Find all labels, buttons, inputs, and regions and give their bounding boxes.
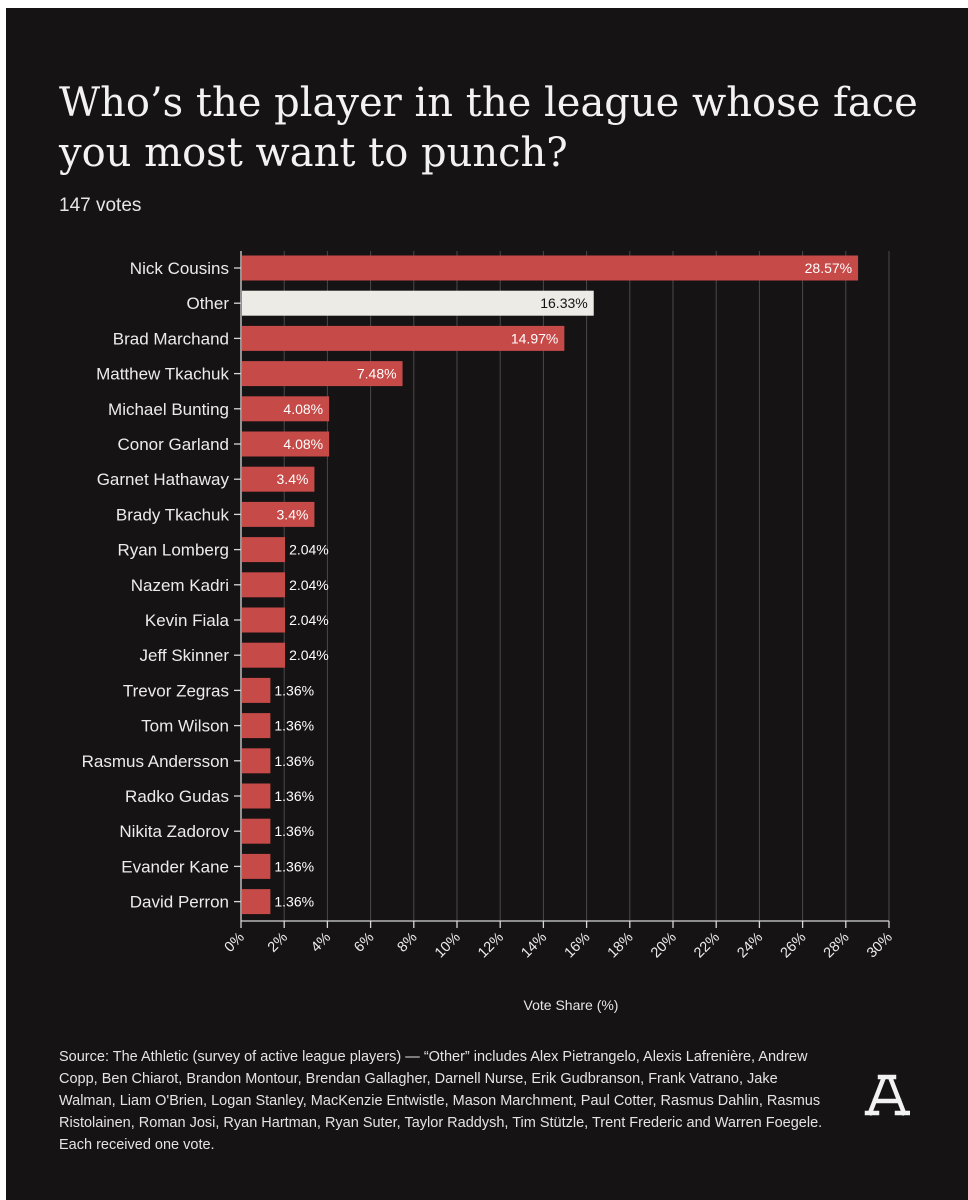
bar bbox=[242, 255, 859, 281]
value-label: 1.36% bbox=[274, 753, 314, 769]
chart-title: Who’s the player in the league whose fac… bbox=[59, 80, 918, 176]
x-tick-label: 4% bbox=[308, 929, 334, 955]
x-tick-label: 10% bbox=[432, 929, 464, 961]
value-label: 28.57% bbox=[805, 260, 852, 276]
x-tick-label: 26% bbox=[778, 929, 810, 961]
category-label: Brad Marchand bbox=[113, 329, 229, 348]
x-tick-label: 12% bbox=[475, 929, 507, 961]
category-label: Tom Wilson bbox=[141, 717, 229, 736]
bar bbox=[242, 713, 271, 739]
bar bbox=[242, 607, 286, 633]
value-label: 3.4% bbox=[277, 471, 309, 487]
bar bbox=[242, 889, 271, 915]
value-label: 1.36% bbox=[274, 894, 314, 910]
category-label: Radko Gudas bbox=[125, 787, 229, 806]
category-label: Brady Tkachuk bbox=[116, 505, 230, 524]
bar bbox=[242, 290, 594, 316]
value-label: 14.97% bbox=[511, 330, 558, 346]
athletic-logo-icon bbox=[864, 1074, 910, 1116]
bar bbox=[242, 748, 271, 774]
x-tick-label: 14% bbox=[518, 929, 550, 961]
bar bbox=[242, 325, 565, 351]
category-label: Nikita Zadorov bbox=[119, 822, 229, 841]
value-label: 2.04% bbox=[289, 542, 329, 558]
value-label: 2.04% bbox=[289, 647, 329, 663]
category-label: Michael Bunting bbox=[108, 400, 229, 419]
category-label: Other bbox=[186, 294, 229, 313]
x-tick-label: 20% bbox=[648, 929, 680, 961]
value-label: 4.08% bbox=[283, 436, 323, 452]
chart-card: Who’s the player in the league whose fac… bbox=[6, 8, 968, 1200]
vote-count: 147 votes bbox=[59, 195, 142, 216]
value-label: 1.36% bbox=[274, 682, 314, 698]
value-label: 2.04% bbox=[289, 612, 329, 628]
x-tick-label: 6% bbox=[351, 929, 377, 955]
bar bbox=[242, 853, 271, 879]
value-label: 1.36% bbox=[274, 858, 314, 874]
category-label: Jeff Skinner bbox=[140, 646, 230, 665]
bar bbox=[242, 396, 330, 422]
value-label: 1.36% bbox=[274, 718, 314, 734]
bar bbox=[242, 501, 315, 527]
value-label: 4.08% bbox=[283, 401, 323, 417]
x-tick-label: 22% bbox=[691, 929, 723, 961]
x-tick-label: 0% bbox=[222, 929, 248, 955]
bar bbox=[242, 642, 286, 668]
bar bbox=[242, 361, 403, 387]
x-tick-label: 2% bbox=[265, 929, 291, 955]
category-label: Evander Kane bbox=[121, 857, 229, 876]
category-label: Kevin Fiala bbox=[145, 611, 230, 630]
value-label: 1.36% bbox=[274, 823, 314, 839]
value-label: 3.4% bbox=[277, 506, 309, 522]
value-label: 2.04% bbox=[289, 577, 329, 593]
value-label: 16.33% bbox=[540, 295, 587, 311]
bar bbox=[242, 431, 330, 457]
bar bbox=[242, 783, 271, 809]
category-label: Nick Cousins bbox=[130, 259, 229, 278]
category-label: Conor Garland bbox=[117, 435, 229, 454]
category-label: Nazem Kadri bbox=[131, 576, 229, 595]
bar bbox=[242, 818, 271, 844]
category-label: Ryan Lomberg bbox=[117, 541, 229, 560]
category-label: Matthew Tkachuk bbox=[96, 365, 229, 384]
bar-chart: Nick Cousins 28.57% Other 16.33% Brad Marcha… bbox=[82, 251, 896, 1013]
category-label: Trevor Zegras bbox=[123, 681, 229, 700]
bar bbox=[242, 537, 286, 563]
x-tick-label: 30% bbox=[864, 929, 896, 961]
value-label: 1.36% bbox=[274, 788, 314, 804]
category-label: Rasmus Andersson bbox=[82, 752, 229, 771]
x-tick-label: 24% bbox=[734, 929, 766, 961]
bar bbox=[242, 466, 315, 492]
x-tick-label: 16% bbox=[562, 929, 594, 961]
x-tick-label: 8% bbox=[394, 929, 420, 955]
x-tick-label: 18% bbox=[605, 929, 637, 961]
value-label: 7.48% bbox=[357, 366, 397, 382]
category-label: Garnet Hathaway bbox=[97, 470, 230, 489]
x-tick-label: 28% bbox=[821, 929, 853, 961]
x-axis-title: Vote Share (%) bbox=[524, 997, 619, 1013]
source-note: Source: The Athletic (survey of active l… bbox=[59, 1049, 823, 1153]
category-label: David Perron bbox=[130, 893, 229, 912]
bar bbox=[242, 572, 286, 598]
bar bbox=[242, 677, 271, 703]
